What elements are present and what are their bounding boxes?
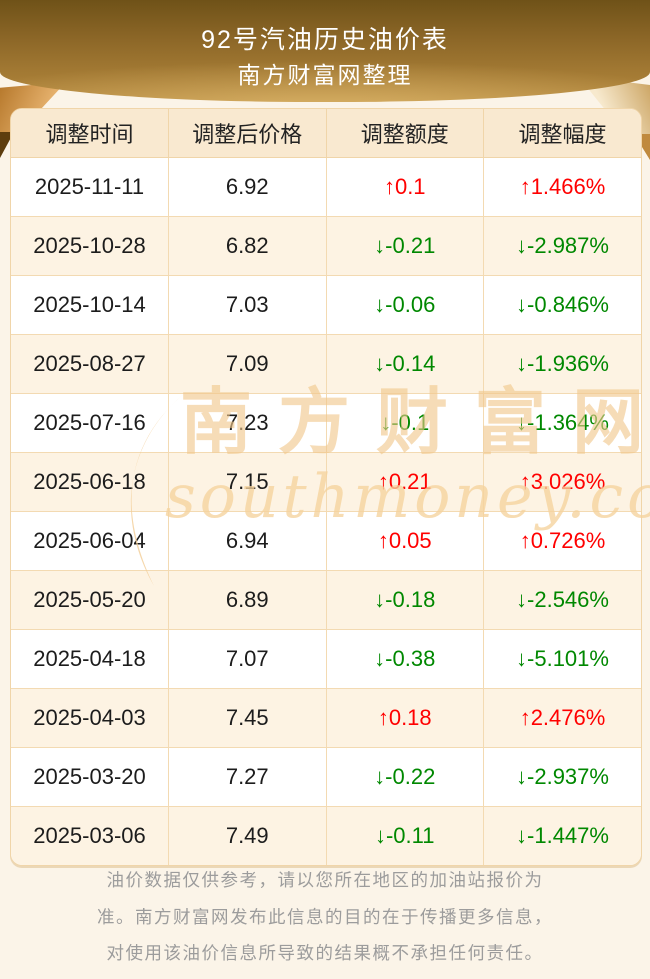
pct-cell: ↑1.466% <box>483 157 641 217</box>
table-row: 2025-04-03 7.45 ↑0.18 ↑2.476% <box>11 688 641 748</box>
price-cell: 7.27 <box>168 747 327 807</box>
banner: 92号汽油历史油价表 南方财富网整理 <box>0 0 650 102</box>
price-table-body: 2025-11-11 6.92 ↑0.1 ↑1.466% 2025-10-28 6.82 ↓… <box>11 157 641 865</box>
table-row: 2025-10-28 6.82 ↓-0.21 ↓-2.987% <box>11 216 641 276</box>
change-cell: ↑0.21 <box>325 452 484 512</box>
pct-cell: ↑0.726% <box>483 511 641 571</box>
pct-cell: ↓-1.364% <box>483 393 641 453</box>
price-cell: 6.94 <box>168 511 327 571</box>
pct-cell: ↓-0.846% <box>483 275 641 335</box>
pct-cell: ↓-5.101% <box>483 629 641 689</box>
disclaimer-line: 对使用该油价信息所导致的结果概不承担任何责任。 <box>106 943 544 963</box>
date-cell: 2025-03-06 <box>11 806 169 865</box>
table-row: 2025-05-20 6.89 ↓-0.18 ↓-2.546% <box>11 570 641 630</box>
change-cell: ↑0.05 <box>325 511 484 571</box>
change-cell: ↓-0.38 <box>325 629 484 689</box>
price-cell: 7.45 <box>168 688 327 748</box>
change-cell: ↓-0.06 <box>325 275 484 335</box>
change-cell: ↓-0.21 <box>325 216 484 276</box>
change-cell: ↑0.18 <box>325 688 484 748</box>
pct-cell: ↓-1.936% <box>483 334 641 394</box>
header-row: 调整时间 调整后价格 调整额度 调整幅度 <box>11 109 641 158</box>
table-row: 2025-03-20 7.27 ↓-0.22 ↓-2.937% <box>11 747 641 807</box>
pct-cell: ↓-2.546% <box>483 570 641 630</box>
date-cell: 2025-08-27 <box>11 334 169 394</box>
table-row: 2025-08-27 7.09 ↓-0.14 ↓-1.936% <box>11 334 641 394</box>
price-cell: 7.03 <box>168 275 327 335</box>
change-cell: ↑0.1 <box>325 157 484 217</box>
change-cell: ↓-0.18 <box>325 570 484 630</box>
date-cell: 2025-10-28 <box>11 216 169 276</box>
table-row: 2025-06-18 7.15 ↑0.21 ↑3.026% <box>11 452 641 512</box>
table-row: 2025-06-04 6.94 ↑0.05 ↑0.726% <box>11 511 641 571</box>
price-cell: 7.07 <box>168 629 327 689</box>
date-cell: 2025-06-18 <box>11 452 169 512</box>
date-cell: 2025-03-20 <box>11 747 169 807</box>
column-header-date: 调整时间 <box>11 109 169 158</box>
column-header-change: 调整额度 <box>325 109 484 158</box>
table-row: 2025-04-18 7.07 ↓-0.38 ↓-5.101% <box>11 629 641 689</box>
table-row: 2025-07-16 7.23 ↓-0.1 ↓-1.364% <box>11 393 641 453</box>
date-cell: 2025-05-20 <box>11 570 169 630</box>
pct-cell: ↑3.026% <box>483 452 641 512</box>
change-cell: ↓-0.11 <box>325 806 484 865</box>
date-cell: 2025-04-03 <box>11 688 169 748</box>
change-cell: ↓-0.14 <box>325 334 484 394</box>
table-row: 2025-03-06 7.49 ↓-0.11 ↓-1.447% <box>11 806 641 865</box>
pct-cell: ↑2.476% <box>483 688 641 748</box>
price-cell: 6.89 <box>168 570 327 630</box>
pct-cell: ↓-1.447% <box>483 806 641 865</box>
date-cell: 2025-06-04 <box>11 511 169 571</box>
date-cell: 2025-04-18 <box>11 629 169 689</box>
price-cell: 7.15 <box>168 452 327 512</box>
disclaimer-line: 准。南方财富网发布此信息的目的在于传播更多信息， <box>97 906 553 927</box>
change-cell: ↓-0.1 <box>325 393 484 453</box>
column-header-pct: 调整幅度 <box>483 109 641 158</box>
page-title: 92号汽油历史油价表 <box>201 26 449 54</box>
pct-cell: ↓-2.937% <box>483 747 641 807</box>
disclaimer: 油价数据仅供参考，请以您所在地区的加油站报价为 准。南方财富网发布此信息的目的在… <box>0 862 650 972</box>
date-cell: 2025-10-14 <box>11 275 169 335</box>
table-row: 2025-10-14 7.03 ↓-0.06 ↓-0.846% <box>11 275 641 335</box>
pct-cell: ↓-2.987% <box>483 216 641 276</box>
price-cell: 6.92 <box>168 157 327 217</box>
price-cell: 7.23 <box>168 393 327 453</box>
price-cell: 6.82 <box>168 216 327 276</box>
column-header-price: 调整后价格 <box>168 109 327 158</box>
price-cell: 7.49 <box>168 806 327 865</box>
page-subtitle: 南方财富网整理 <box>237 62 413 88</box>
date-cell: 2025-07-16 <box>11 393 169 453</box>
table-row: 2025-11-11 6.92 ↑0.1 ↑1.466% <box>11 157 641 217</box>
change-cell: ↓-0.22 <box>325 747 484 807</box>
date-cell: 2025-11-11 <box>11 157 169 217</box>
price-cell: 7.09 <box>168 334 327 394</box>
disclaimer-line: 油价数据仅供参考，请以您所在地区的加油站报价为 <box>106 870 544 890</box>
price-table: 调整时间 调整后价格 调整额度 调整幅度 2025-11-11 6.92 ↑0.1 ↑… <box>10 108 642 866</box>
